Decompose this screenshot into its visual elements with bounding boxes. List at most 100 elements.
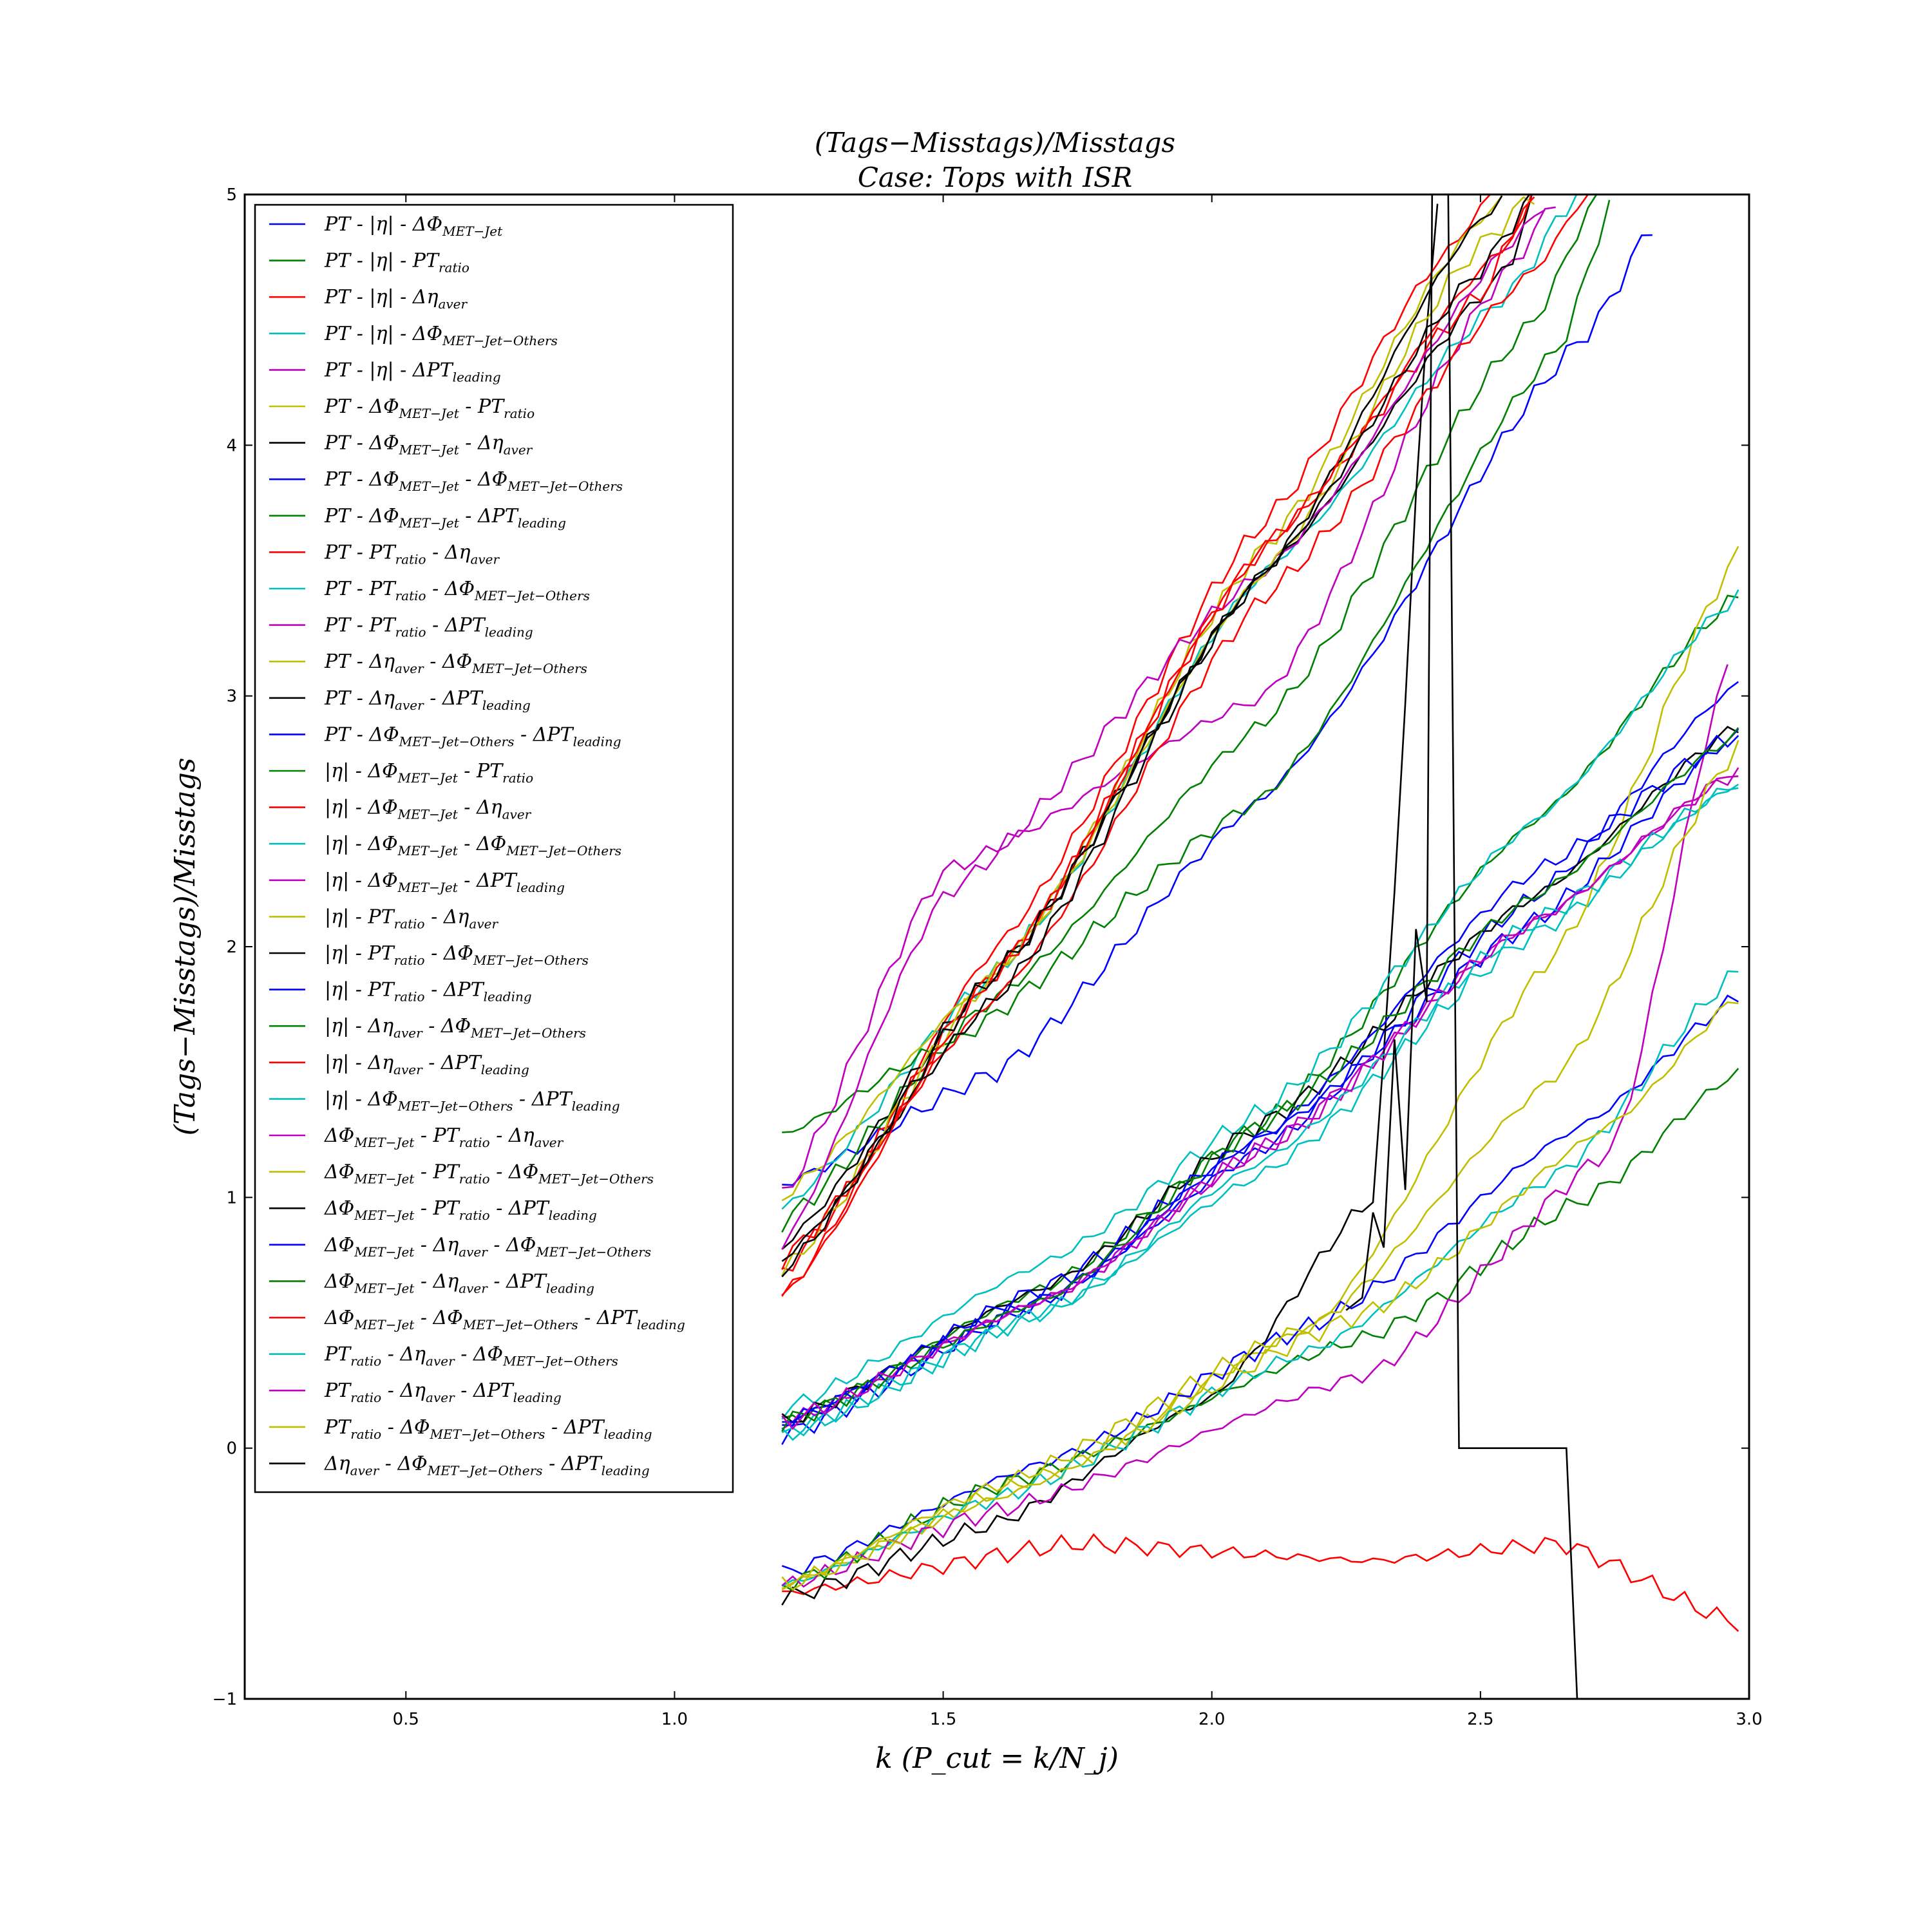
legend-text-part: - ΔΦ xyxy=(414,1307,462,1329)
legend-text-part: PT - |η| - ΔPT xyxy=(324,359,454,381)
legend-label: |η| - PTratio - Δηaver xyxy=(325,905,498,931)
legend-subscript: aver xyxy=(535,1135,564,1150)
legend-text-part: - Δη xyxy=(490,1124,535,1147)
series-line xyxy=(781,1001,1739,1591)
legend-subscript: aver xyxy=(393,1062,423,1077)
legend-label: |η| - PTratio - ΔPTleading xyxy=(325,979,532,1005)
legend-text-part: PT xyxy=(324,1343,352,1366)
legend-text-part: PT - PT xyxy=(324,541,397,564)
legend-subscript: ratio xyxy=(350,1390,381,1405)
legend-text-part: - ΔPT xyxy=(422,1052,482,1074)
legend-subscript: ratio xyxy=(439,260,469,276)
legend-subscript: MET−Jet−Others xyxy=(470,1025,586,1041)
y-tick-label: 1 xyxy=(226,1188,237,1208)
legend-subscript: aver xyxy=(469,916,498,931)
legend-text-part: PT - ΔΦ xyxy=(324,395,399,418)
legend-subscript: MET−Jet xyxy=(354,1171,415,1187)
legend-subscript: MET−Jet−Others xyxy=(507,478,623,494)
axis-ticks: 0.5 1.0 1.5 2.0 2.5 3.0 −1 0 1 2 3 4 5 xyxy=(213,185,1763,1729)
legend-subscript: leading xyxy=(481,1062,529,1077)
legend-text-part: PT - PT xyxy=(324,578,397,600)
legend-text-part: |η| - PT xyxy=(325,942,395,965)
legend-text-part: |η| - ΔΦ xyxy=(325,1088,398,1110)
chart-subtitle: Case: Tops with ISR xyxy=(858,162,1133,193)
legend-subscript: MET−Jet−Others xyxy=(471,661,587,676)
legend-label: ΔΦMET−Jet - PTratio - ΔPTleading xyxy=(324,1197,597,1223)
legend-label: ΔΦMET−Jet - PTratio - ΔΦMET−Jet−Others xyxy=(324,1161,654,1187)
legend-subscript: leading xyxy=(482,697,531,713)
legend-text-part: - ΔPT xyxy=(425,979,485,1001)
legend-text-part: |η| - ΔΦ xyxy=(325,869,398,892)
legend-subscript: MET−Jet xyxy=(354,1244,415,1260)
legend-subscript: MET−Jet xyxy=(399,515,460,531)
legend-subscript: leading xyxy=(513,1390,562,1405)
legend-subscript: leading xyxy=(484,989,532,1005)
y-tick-label: −1 xyxy=(213,1690,237,1709)
legend-text-part: - Δη xyxy=(414,1234,459,1256)
legend-text-part: - ΔPT xyxy=(458,869,518,892)
legend-label: |η| - ΔΦMET−Jet - PTratio xyxy=(325,760,533,786)
legend-text-part: |η| - PT xyxy=(325,905,395,928)
legend-subscript: ratio xyxy=(504,406,535,421)
legend-text-part: - ΔPT xyxy=(424,687,484,710)
plot-frame xyxy=(243,193,1750,1700)
series-line xyxy=(781,994,1739,1576)
legend-subscript: MET−Jet−Others xyxy=(462,1317,578,1332)
legend-text-part: ΔΦ xyxy=(324,1234,354,1256)
legend-text-part: PT xyxy=(324,1379,352,1402)
legend-text-part: - Δη xyxy=(458,797,502,819)
series-line xyxy=(781,204,1439,1605)
legend-label: |η| - ΔΦMET−Jet - ΔPTleading xyxy=(325,869,565,895)
legend-text-part: - PT xyxy=(414,1161,460,1184)
legend-subscript: aver xyxy=(459,1244,488,1260)
legend-text-part: - ΔPT xyxy=(578,1307,638,1329)
legend-label: ΔΦMET−Jet - PTratio - Δηaver xyxy=(324,1124,564,1150)
legend-subscript: ratio xyxy=(459,1135,490,1150)
legend-subscript: leading xyxy=(601,1463,650,1478)
legend-label: Δηaver - ΔΦMET−Jet−Others - ΔPTleading xyxy=(324,1452,650,1478)
legend-text-part: ΔΦ xyxy=(324,1307,354,1329)
legend-subscript: MET−Jet−Others xyxy=(430,1426,545,1442)
legend-text-part: - Δη xyxy=(459,432,504,455)
legend-text-part: - ΔPT xyxy=(488,1270,547,1293)
legend-text-part: ΔΦ xyxy=(324,1124,354,1147)
legend-subscript: ratio xyxy=(350,1354,381,1369)
legend-subscript: MET−Jet xyxy=(354,1280,415,1296)
legend-label: PT - PTratio - ΔΦMET−Jet−Others xyxy=(324,578,590,603)
legend-text-part: PT - |η| - PT xyxy=(324,250,440,272)
legend-text-part: - ΔPT xyxy=(514,723,574,746)
legend-subscript: MET−Jet−Others xyxy=(399,734,515,749)
series-line xyxy=(781,739,1739,1591)
series-line xyxy=(781,194,1578,1210)
series-line xyxy=(782,734,1739,1423)
legend-text-part: - PT xyxy=(459,395,505,418)
series-line xyxy=(781,194,1589,1270)
series-line xyxy=(781,727,1739,1432)
legend-text-part: - ΔPT xyxy=(513,1088,573,1110)
legend-text-part: - ΔΦ xyxy=(426,578,475,600)
legend-text-part: - ΔΦ xyxy=(381,1416,430,1439)
legend-text-part: |η| - ΔΦ xyxy=(325,760,398,782)
legend-text-part: Δη xyxy=(324,1452,350,1475)
legend-subscript: MET−Jet xyxy=(397,843,459,858)
legend-label: ΔΦMET−Jet - Δηaver - ΔPTleading xyxy=(324,1270,594,1296)
legend-label: ΔΦMET−Jet - Δηaver - ΔΦMET−Jet−Others xyxy=(324,1234,651,1260)
legend-text-part: - ΔPT xyxy=(490,1197,550,1220)
legend-text-part: PT - |η| - ΔΦ xyxy=(324,323,442,345)
legend-text-part: PT xyxy=(324,1416,352,1439)
legend-subscript: aver xyxy=(395,661,424,676)
legend-subscript: aver xyxy=(393,1025,423,1041)
legend-subscript: MET−Jet xyxy=(354,1135,415,1150)
legend-text-part: PT - ΔΦ xyxy=(324,468,399,491)
legend-subscript: MET−Jet xyxy=(397,880,459,895)
legend-subscript: MET−Jet−Others xyxy=(442,333,558,348)
legend-subscript: MET−Jet−Others xyxy=(427,1463,543,1478)
legend-subscript: aver xyxy=(426,1390,455,1405)
series-line xyxy=(781,787,1739,1437)
legend-text-part: - PT xyxy=(414,1197,460,1220)
legend-text-part: |η| - Δη xyxy=(325,1015,393,1037)
legend-text-part: - ΔΦ xyxy=(459,468,507,491)
x-tick-label: 2.0 xyxy=(1198,1710,1225,1729)
legend-subscript: MET−Jet−Others xyxy=(473,952,589,968)
